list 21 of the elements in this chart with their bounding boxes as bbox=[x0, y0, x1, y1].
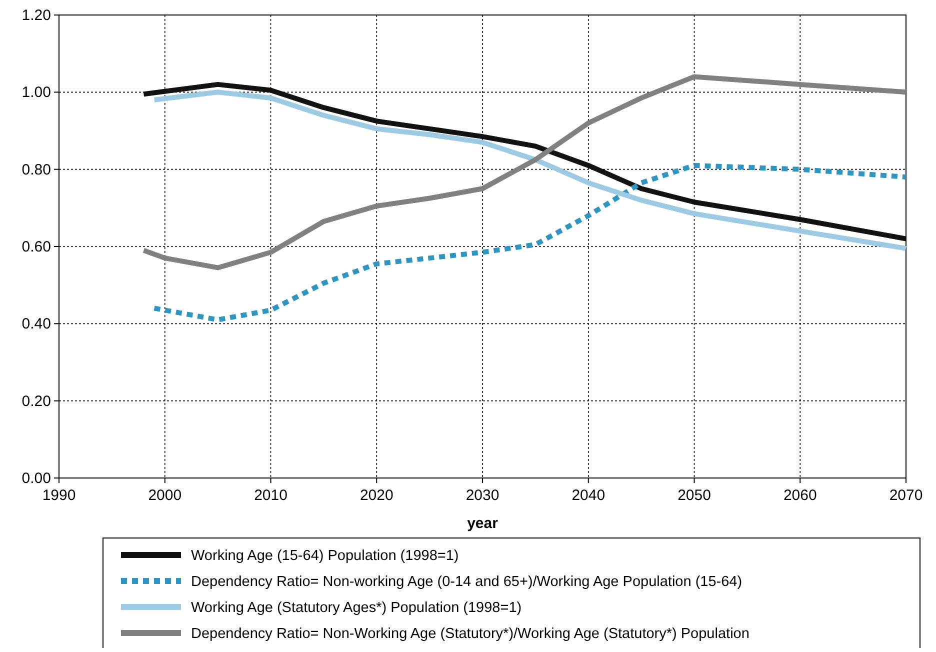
x-tick-label: 2000 bbox=[148, 487, 182, 504]
x-tick-label: 2050 bbox=[678, 487, 711, 504]
x-axis-title: year bbox=[467, 515, 498, 532]
x-tick-label: 2060 bbox=[783, 487, 817, 504]
y-tick-label: 0.80 bbox=[22, 161, 51, 178]
legend-label: Working Age (Statutory Ages*) Population (1998=1) bbox=[191, 600, 522, 616]
y-tick-label: 1.20 bbox=[22, 7, 51, 24]
x-tick-label: 2040 bbox=[572, 487, 606, 504]
x-tick-label: 2030 bbox=[466, 487, 500, 504]
y-tick-label: 0.60 bbox=[22, 238, 51, 256]
y-tick-label: 0.00 bbox=[22, 470, 51, 487]
legend-label: Working Age (15-64) Population (1998=1) bbox=[191, 548, 459, 564]
x-tick-label: 2020 bbox=[360, 487, 394, 504]
y-tick-label: 1.00 bbox=[22, 84, 51, 102]
x-tick-label: 1990 bbox=[42, 487, 76, 504]
y-tick-label: 0.20 bbox=[22, 392, 51, 410]
legend-label: Dependency Ratio= Non-Working Age (Statutory*)/Working Age (Statutory*) Population bbox=[191, 626, 750, 642]
legend-label: Dependency Ratio= Non-working Age (0-14 and 65+)/Working Age Population (15-64) bbox=[191, 574, 742, 590]
x-tick-label: 2070 bbox=[889, 487, 923, 504]
y-tick-label: 0.40 bbox=[22, 316, 51, 333]
x-tick-label: 2010 bbox=[254, 487, 288, 504]
